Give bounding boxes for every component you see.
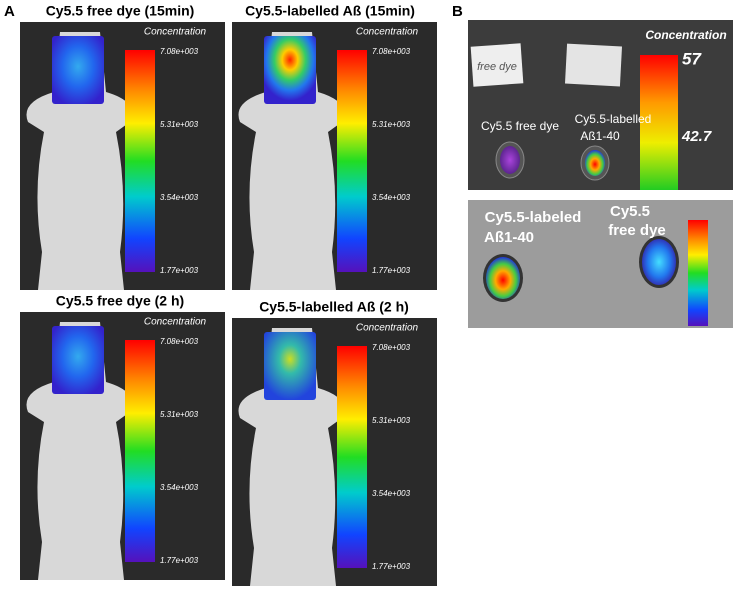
mouse-image: Concentration 7.08e+003 5.31e+003 3.54e+003… bbox=[20, 312, 225, 580]
scale-tick-label: 7.08e+003 bbox=[160, 337, 199, 346]
image-b-bottom: Cy5.5-labeled Aß1-40 Cy5.5 free dye bbox=[468, 200, 733, 328]
color-scale bbox=[640, 55, 678, 190]
color-scale bbox=[337, 346, 367, 568]
sample-label: Cy5.5-labeled bbox=[485, 209, 582, 226]
heat-overlay bbox=[52, 36, 104, 104]
image-title: Cy5.5-labelled Aß (2 h) bbox=[259, 299, 409, 315]
scale-tick-label: 5.31e+003 bbox=[372, 416, 411, 425]
scale-tick-label: 3.54e+003 bbox=[372, 489, 411, 498]
scale-tick-label: 1.77e+003 bbox=[372, 266, 411, 275]
signal bbox=[500, 146, 520, 174]
mouse-image: Concentration 7.08e+003 5.31e+003 3.54e+003… bbox=[232, 22, 437, 290]
signal bbox=[585, 150, 605, 176]
scale-title: Concentration bbox=[144, 27, 207, 38]
scale-title: Concentration bbox=[144, 317, 207, 328]
color-scale bbox=[125, 340, 155, 562]
sample-label: Aß1-40 bbox=[484, 229, 534, 246]
sample-label: Cy5.5-labelled bbox=[575, 112, 652, 126]
scale-tick-label: 7.08e+003 bbox=[372, 47, 411, 56]
scale-tick-label: 3.54e+003 bbox=[160, 483, 199, 492]
handwritten-note: free dye bbox=[477, 61, 517, 73]
heat-overlay bbox=[264, 332, 316, 400]
scale-tick-label: 1.77e+003 bbox=[160, 556, 199, 565]
scale-title: Concentration bbox=[645, 28, 726, 42]
image-title: Cy5.5-labelled Aß (15min) bbox=[245, 3, 415, 19]
heat-overlay bbox=[264, 36, 316, 104]
signal bbox=[486, 257, 520, 299]
mouse-image: Concentration 7.08e+003 5.31e+003 3.54e+003… bbox=[20, 22, 225, 290]
paper-note bbox=[470, 43, 524, 87]
scale-title: Concentration bbox=[356, 323, 419, 334]
signal bbox=[642, 239, 676, 285]
scale-tick-label: 1.77e+003 bbox=[160, 266, 199, 275]
color-scale bbox=[337, 50, 367, 272]
paper-note bbox=[564, 43, 623, 87]
scale-tick-label: 5.31e+003 bbox=[160, 410, 199, 419]
image-title: Cy5.5 free dye (2 h) bbox=[56, 293, 184, 309]
sample-label: Cy5.5 bbox=[610, 203, 650, 220]
sample-label: Cy5.5 free dye bbox=[481, 119, 559, 133]
panel-label: A bbox=[4, 3, 15, 20]
scale-max: 57 bbox=[682, 49, 702, 68]
color-scale bbox=[125, 50, 155, 272]
image-title: Cy5.5 free dye (15min) bbox=[46, 3, 195, 19]
sample-label: Aß1-40 bbox=[580, 129, 620, 143]
mouse-image: Concentration 7.08e+003 5.31e+003 3.54e+003… bbox=[232, 318, 437, 586]
scale-title: Concentration bbox=[356, 27, 419, 38]
scale-tick-label: 7.08e+003 bbox=[372, 343, 411, 352]
scale-tick-label: 5.31e+003 bbox=[372, 120, 411, 129]
scale-tick-label: 1.77e+003 bbox=[372, 562, 411, 571]
color-scale bbox=[688, 220, 708, 326]
panel-label: B bbox=[452, 3, 463, 20]
scale-tick-label: 7.08e+003 bbox=[160, 47, 199, 56]
image-b-top: free dye Concentration 57 42.7 Cy5.5 fre… bbox=[468, 20, 733, 190]
scale-tick-label: 3.54e+003 bbox=[160, 193, 199, 202]
sample-label: free dye bbox=[608, 222, 666, 239]
scale-tick-label: 5.31e+003 bbox=[160, 120, 199, 129]
scale-mid: 42.7 bbox=[681, 128, 712, 145]
scale-tick-label: 3.54e+003 bbox=[372, 193, 411, 202]
heat-overlay bbox=[52, 326, 104, 394]
